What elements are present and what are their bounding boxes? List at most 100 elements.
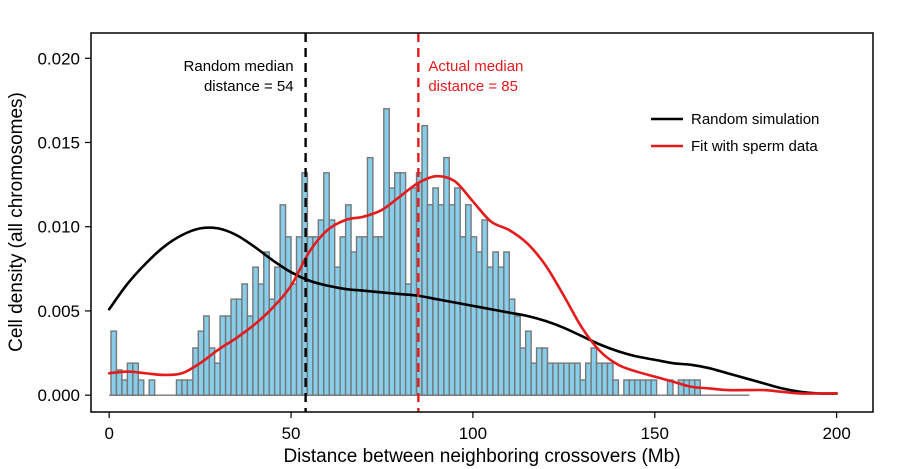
histogram-bar: [628, 379, 636, 396]
y-tick-label: 0.015: [37, 133, 80, 152]
histogram-bar: [541, 347, 549, 396]
y-tick-label: 0.020: [37, 49, 80, 68]
histogram-bar: [579, 379, 587, 396]
histogram-bar: [383, 108, 390, 396]
histogram-bar: [595, 362, 603, 396]
actual-median-label: distance = 85: [428, 78, 518, 95]
histogram-bar: [366, 156, 374, 396]
x-tick-label: 150: [641, 424, 669, 443]
histogram-bar: [612, 379, 620, 396]
y-tick-label: 0.000: [37, 386, 80, 405]
y-tick-label: 0.005: [37, 302, 80, 321]
histogram-bar: [137, 379, 145, 396]
actual-median-label: Actual median: [428, 58, 523, 75]
histogram-bar: [126, 362, 134, 396]
histogram-bar: [344, 204, 352, 396]
x-tick-label: 200: [822, 424, 850, 443]
histogram-bar: [421, 124, 429, 396]
random-simulation-line: [107, 226, 838, 395]
histogram-bar: [432, 187, 440, 396]
histogram-bar: [568, 362, 576, 396]
histogram-bar: [377, 236, 385, 396]
histogram-bar: [257, 283, 265, 396]
histogram-bar: [241, 283, 249, 396]
histogram-bar: [317, 219, 325, 396]
legend-label: Fit with sperm data: [691, 138, 818, 155]
histogram-bar: [252, 266, 260, 396]
y-axis: 0.000 0.005 0.010 0.015 0.020: [37, 49, 91, 405]
histogram-bar: [350, 251, 358, 396]
histogram-bar: [601, 362, 609, 396]
histogram-bar: [339, 236, 347, 396]
histogram-bar: [213, 362, 221, 396]
histogram-bar: [328, 219, 336, 396]
histogram-bar: [606, 362, 614, 396]
histogram-bar: [574, 362, 581, 396]
histogram-bar: [590, 347, 598, 396]
histogram-bar: [524, 330, 532, 396]
histogram-bar: [563, 362, 571, 396]
histogram-bar: [394, 172, 401, 396]
median-lines: Random median distance = 54 Actual median d…: [184, 33, 523, 412]
histogram-bar: [219, 315, 227, 396]
histogram-bar: [546, 362, 554, 396]
sperm-fit-line: [107, 174, 838, 395]
histogram-bar: [273, 266, 281, 396]
x-tick-label: 50: [282, 424, 301, 443]
histogram-bar: [492, 251, 500, 396]
histogram-bar: [514, 315, 521, 396]
histogram-bar: [475, 251, 483, 396]
legend-label: Random simulation: [691, 111, 819, 128]
histogram-bar: [519, 347, 527, 396]
histogram-bar: [448, 204, 456, 396]
histogram-bar: [290, 283, 298, 396]
histogram-bar: [634, 379, 641, 396]
histogram-bar: [552, 362, 560, 396]
histogram-bar: [181, 379, 189, 396]
histogram-bar: [650, 379, 658, 396]
histogram-bar: [110, 330, 118, 396]
histogram-bar: [361, 236, 369, 396]
x-axis-title: Distance between neighboring crossovers …: [283, 446, 680, 467]
histogram-bar: [132, 362, 139, 396]
histogram-bar: [230, 298, 238, 396]
histogram-bar: [443, 156, 450, 396]
plot-border: [90, 32, 874, 413]
histogram-bar: [284, 236, 292, 396]
histogram-bar: [192, 347, 199, 396]
histogram-bar: [535, 347, 543, 396]
histogram-bar: [235, 298, 243, 396]
histogram-bar: [175, 379, 183, 396]
histogram-bar: [399, 172, 407, 396]
histogram-bar: [639, 379, 647, 396]
histogram-bar: [426, 204, 434, 396]
histogram-bar: [584, 362, 592, 396]
histogram-bar: [121, 379, 129, 396]
y-axis-title: Cell density (all chromosomes): [6, 92, 27, 352]
histogram-bar: [263, 251, 270, 396]
histogram-bar: [683, 379, 691, 396]
histogram-bar: [148, 379, 156, 396]
y-tick-label: 0.010: [37, 218, 80, 237]
x-axis: 0 50 100 150 200: [104, 412, 851, 443]
histogram-bar: [623, 379, 631, 396]
histogram-bar: [404, 283, 412, 396]
histogram-bar: [355, 236, 363, 396]
histogram-bar: [312, 236, 320, 396]
histogram-bar: [295, 236, 303, 396]
random-median-label: Random median: [184, 58, 294, 75]
histogram-bar: [224, 315, 232, 396]
density-curves: [107, 174, 838, 395]
random-median-label: distance = 54: [204, 78, 294, 95]
histogram-bar: [464, 204, 472, 396]
histogram-bar: [186, 379, 194, 396]
histogram-bar: [454, 187, 461, 396]
histogram-bar: [459, 236, 467, 396]
histogram-bar: [410, 187, 418, 396]
histogram-bar: [503, 251, 510, 396]
histogram-bar: [557, 362, 565, 396]
x-tick-label: 100: [459, 424, 487, 443]
histogram-bar: [470, 236, 478, 396]
histogram-bar: [268, 298, 276, 396]
